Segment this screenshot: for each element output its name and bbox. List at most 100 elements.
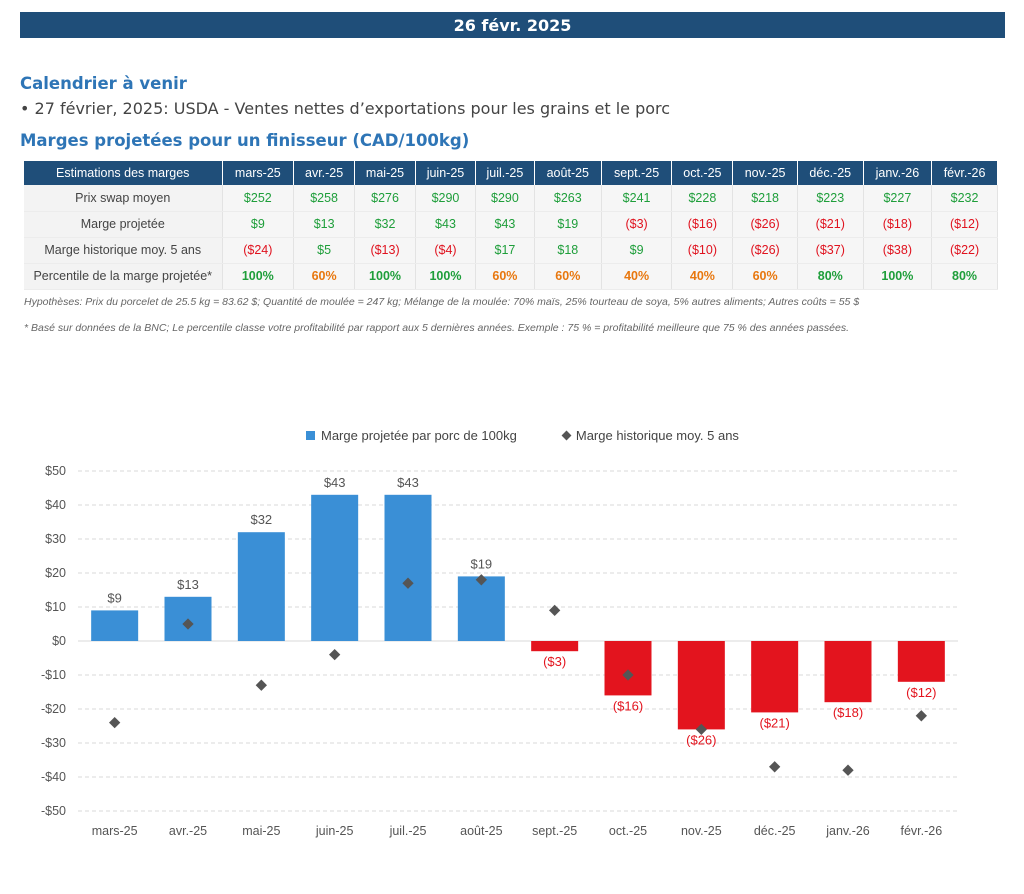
- x-tick-label: avr.-25: [169, 824, 207, 838]
- historical-marker: [769, 761, 781, 773]
- month-header: oct.-25: [671, 161, 734, 185]
- y-tick-label: -$30: [41, 736, 66, 750]
- x-tick-label: juin-25: [315, 824, 354, 838]
- table-cell: $19: [534, 211, 602, 238]
- x-tick-label: nov.-25: [681, 824, 722, 838]
- calendar-title: Calendrier à venir: [20, 74, 187, 93]
- table-row: Marge historique moy. 5 ans ($24) $5 ($13)(…: [24, 237, 998, 264]
- table-cell: $290: [415, 185, 476, 212]
- historical-marker: [842, 764, 854, 776]
- table-cell: $13: [293, 211, 356, 238]
- table-cell: ($21): [797, 211, 864, 238]
- table-cell: $43: [475, 211, 535, 238]
- bar: [897, 641, 945, 682]
- bar-data-label: ($26): [686, 732, 716, 747]
- historical-marker: [255, 679, 267, 691]
- table-cell: 100%: [354, 263, 416, 290]
- table-cell: ($26): [732, 237, 798, 264]
- month-header: janv.-26: [863, 161, 933, 185]
- month-header: sept.-25: [601, 161, 673, 185]
- y-tick-label: -$40: [41, 770, 66, 784]
- table-cell: ($10): [671, 237, 734, 264]
- table-cell: $252: [222, 185, 295, 212]
- table-cell: $263: [534, 185, 602, 212]
- table-cell: 60%: [732, 263, 798, 290]
- table-row: Prix swap moyen $252 $258 $276 $290 $290 $263 $…: [24, 185, 998, 212]
- bar: [531, 641, 579, 652]
- bar: [677, 641, 725, 730]
- table-cell: ($22): [931, 237, 998, 264]
- table-cell: ($4): [415, 237, 476, 264]
- month-header: nov.-25: [732, 161, 798, 185]
- table-row: Marge projetée $9 $13 $32 $43 $43 $19 ($3) ($16)…: [24, 211, 998, 238]
- table-row: Percentile de la marge projetée* 100% 60% 1…: [24, 263, 998, 290]
- table-cell: 40%: [601, 263, 673, 290]
- table-cell: ($12): [931, 211, 998, 238]
- month-header: juil.-25: [475, 161, 535, 185]
- legend-item-markers: Marge historique moy. 5 ans: [561, 428, 739, 443]
- y-tick-label: -$20: [41, 702, 66, 716]
- bar: [604, 641, 652, 696]
- table-cell: $290: [475, 185, 535, 212]
- y-tick-label: $0: [52, 634, 66, 648]
- historical-marker: [549, 604, 561, 617]
- bar-data-label: $32: [250, 512, 272, 527]
- y-tick-label: -$50: [41, 804, 66, 818]
- month-header: avr.-25: [293, 161, 356, 185]
- bar-data-label: ($12): [906, 685, 936, 700]
- table-cell: $9: [601, 237, 673, 264]
- date-banner: 26 févr. 2025: [20, 12, 1005, 38]
- table-cell: ($26): [732, 211, 798, 238]
- table-cell: 80%: [931, 263, 998, 290]
- bar-data-label: $13: [177, 577, 199, 592]
- x-tick-label: janv.-26: [825, 824, 870, 838]
- table-cell: 100%: [863, 263, 933, 290]
- bar: [91, 610, 139, 641]
- x-tick-label: oct.-25: [609, 824, 647, 838]
- row-label: Percentile de la marge projetée*: [24, 263, 223, 290]
- table-cell: 60%: [475, 263, 535, 290]
- x-tick-label: août-25: [460, 824, 502, 838]
- historical-marker: [695, 723, 707, 736]
- chart-legend: Marge projetée par porc de 100kg Marge h…: [306, 428, 739, 443]
- report-date: 26 févr. 2025: [453, 15, 572, 35]
- table-cell: $232: [931, 185, 998, 212]
- table-cell: $5: [293, 237, 356, 264]
- y-tick-label: $20: [45, 566, 66, 580]
- percentile-note: * Basé sur données de la BNC; Le percent…: [24, 322, 850, 334]
- bar: [311, 494, 359, 641]
- historical-marker: [622, 669, 634, 681]
- bar: [384, 494, 432, 641]
- legend-item-bars: Marge projetée par porc de 100kg: [306, 428, 517, 443]
- month-header: juin-25: [415, 161, 476, 185]
- x-tick-label: déc.-25: [754, 824, 796, 838]
- margins-table: Estimations des marges mars-25 avr.-25 mai…: [24, 161, 998, 290]
- table-cell: $276: [354, 185, 416, 212]
- table-cell: $228: [671, 185, 734, 212]
- y-tick-label: -$10: [41, 668, 66, 682]
- bar: [824, 641, 872, 703]
- historical-marker: [329, 648, 341, 661]
- table-cell: $227: [863, 185, 933, 212]
- table-cell: 100%: [415, 263, 476, 290]
- table-cell: 60%: [293, 263, 356, 290]
- row-label: Marge projetée: [24, 211, 223, 238]
- table-cell: ($13): [354, 237, 416, 264]
- month-header: févr.-26: [931, 161, 998, 185]
- table-body: Prix swap moyen $252 $258 $276 $290 $290 $263 $…: [24, 185, 998, 290]
- x-tick-label: mars-25: [92, 824, 138, 838]
- legend-swatch-bar: [306, 431, 315, 440]
- bar-data-label: $19: [470, 556, 492, 571]
- table-cell: $43: [415, 211, 476, 238]
- table-header-row: Estimations des marges mars-25 avr.-25 mai…: [24, 161, 998, 185]
- calendar-item: • 27 février, 2025: USDA - Ventes nettes…: [20, 99, 671, 118]
- x-tick-label: mai-25: [242, 824, 280, 838]
- table-cell: $223: [797, 185, 864, 212]
- y-tick-label: $40: [45, 498, 66, 512]
- margins-title: Marges projetées pour un finisseur (CAD/…: [20, 131, 470, 150]
- y-tick-label: $10: [45, 600, 66, 614]
- margin-chart: $50 $40 $30 $20 $10 $0 -$10 -$20 -$30 -$40 -$50 $9 m…: [41, 464, 958, 838]
- month-header: déc.-25: [797, 161, 864, 185]
- hypotheses-note: Hypothèses: Prix du porcelet de 25.5 kg …: [24, 296, 860, 308]
- legend-label-bars: Marge projetée par porc de 100kg: [321, 428, 517, 443]
